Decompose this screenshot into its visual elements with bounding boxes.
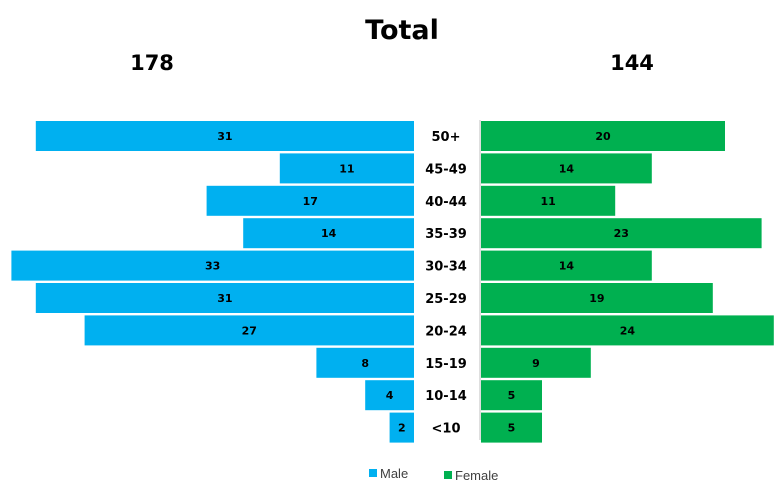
data-label-male-10-14: 4 (386, 389, 394, 402)
bar-female-25-29 (481, 283, 713, 313)
bar-female-40-44 (481, 185, 616, 216)
bar-male-20-24 (84, 315, 414, 346)
category-label-35-39: 35-39 (425, 227, 467, 242)
category-label-45-49: 45-49 (425, 162, 467, 177)
category-label-25-29: 25-29 (425, 292, 467, 307)
bar-male-30-34 (11, 250, 415, 281)
category-label-20-24: 20-24 (425, 324, 467, 339)
category-label-15-19: 15-19 (425, 357, 467, 372)
bars-layer (11, 121, 774, 443)
bar-male-10-14 (365, 380, 414, 411)
data-label-male-35-39: 14 (321, 227, 337, 240)
bar-female-45-49 (481, 153, 652, 184)
legend: Male Female (369, 466, 498, 482)
data-label-male-15-19: 8 (361, 357, 369, 370)
category-label-10-14: 10-14 (425, 389, 467, 404)
legend-label-male: Male (380, 466, 408, 481)
data-label-male-50plus: 31 (217, 130, 232, 143)
bar-male-45-49 (279, 153, 414, 184)
category-label-50plus: 50+ (432, 130, 461, 145)
bar-female-15-19 (481, 347, 591, 378)
data-label-female-50plus: 20 (595, 130, 611, 143)
category-label-40-44: 40-44 (425, 195, 467, 210)
data-label-male-45-49: 11 (339, 162, 354, 175)
bar-male-50plus (35, 121, 415, 151)
data-label-male-40-44: 17 (303, 195, 318, 208)
legend-swatch-female (444, 471, 452, 479)
bar-female-50plus (481, 121, 725, 151)
bar-female-10-14 (481, 380, 542, 411)
data-label-female-45-49: 14 (559, 162, 575, 175)
bar-female-35-39 (481, 218, 762, 249)
data-label-female-lt10: 5 (508, 422, 516, 435)
data-label-female-25-29: 19 (589, 292, 604, 305)
legend-label-female: Female (455, 468, 498, 482)
data-label-male-25-29: 31 (217, 292, 232, 305)
data-label-female-10-14: 5 (508, 389, 516, 402)
data-label-male-30-34: 33 (205, 260, 220, 273)
data-label-male-20-24: 27 (242, 324, 257, 337)
data-label-male-lt10: 2 (398, 422, 406, 435)
bar-female-30-34 (481, 250, 652, 281)
category-label-30-34: 30-34 (425, 260, 467, 275)
bar-female-20-24 (481, 315, 774, 346)
data-label-female-40-44: 11 (540, 195, 555, 208)
data-label-female-35-39: 23 (614, 227, 629, 240)
bar-male-15-19 (316, 347, 414, 378)
bar-male-lt10 (389, 412, 414, 443)
category-label-lt10: <10 (432, 422, 461, 437)
bar-female-lt10 (481, 412, 542, 443)
data-label-female-30-34: 14 (559, 260, 575, 273)
bar-male-25-29 (35, 283, 415, 313)
bar-male-40-44 (206, 185, 414, 216)
bar-male-35-39 (243, 218, 414, 249)
legend-swatch-male (369, 469, 377, 477)
male-total: 178 (130, 51, 174, 75)
data-label-female-15-19: 9 (532, 357, 540, 370)
data-label-female-20-24: 24 (620, 324, 636, 337)
chart-title: Total (365, 15, 439, 46)
female-total: 144 (610, 51, 654, 75)
labels-layer: 31 20 50+ 11 14 45-49 17 11 40-44 14 23 35-39 33 14 30… (205, 130, 635, 437)
